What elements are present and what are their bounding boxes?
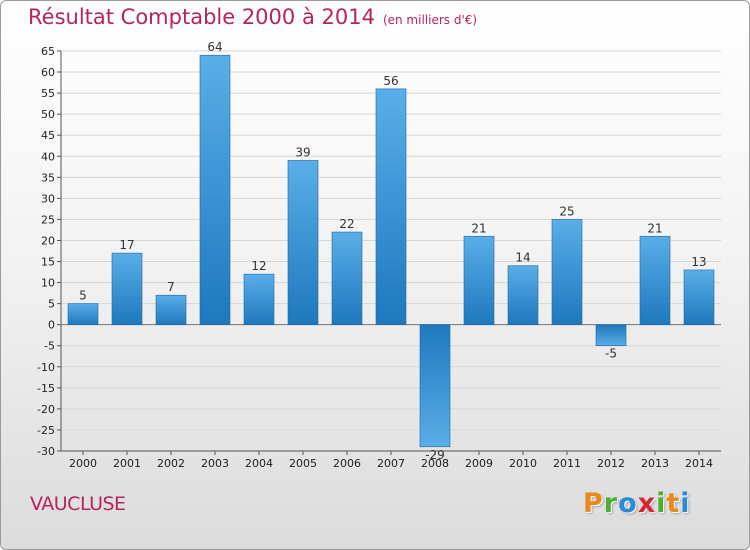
data-label-2000: 5 bbox=[79, 289, 87, 303]
y-tick-label: -30 bbox=[37, 445, 55, 458]
y-tick-label: 25 bbox=[41, 213, 55, 226]
logo-letter: x bbox=[637, 488, 657, 519]
x-tick-label: 2004 bbox=[245, 457, 273, 470]
region-name: VAUCLUSE bbox=[30, 493, 126, 515]
y-tick-label: -5 bbox=[44, 340, 55, 353]
data-label-2008: -29 bbox=[425, 448, 445, 462]
y-tick-label: 65 bbox=[41, 45, 55, 58]
logo-letter: r bbox=[603, 488, 619, 519]
y-tick-label: 15 bbox=[41, 256, 55, 269]
x-tick-label: 2001 bbox=[113, 457, 141, 470]
y-tick-label: 40 bbox=[41, 150, 55, 163]
y-tick-label: 35 bbox=[41, 171, 55, 184]
bar-2006 bbox=[331, 231, 363, 325]
chart-title-text: Résultat Comptable 2000 à 2014 bbox=[28, 5, 375, 29]
bar-2013 bbox=[639, 235, 671, 325]
x-tick-label: 2003 bbox=[201, 457, 229, 470]
x-tick-label: 2006 bbox=[333, 457, 361, 470]
data-labels: 5 17 7 64 12 39 22 56 -29 21 14 25 -5 21 13 bbox=[79, 40, 706, 462]
y-axis-ticks: -30 -25 -20 -15 -10 -5 0 5 10 15 20 25 30 35 40 45 50 55 6… bbox=[37, 45, 61, 458]
bar-2003 bbox=[199, 54, 231, 325]
logo-letter: t bbox=[666, 488, 681, 519]
chart-subtitle: (en milliers d'€) bbox=[382, 13, 478, 27]
bar-2011 bbox=[551, 219, 583, 325]
logo-letter: i bbox=[680, 488, 691, 519]
logo-letter: P bbox=[583, 488, 604, 519]
bar-2012 bbox=[595, 324, 627, 347]
x-tick-label: 2014 bbox=[685, 457, 713, 470]
x-tick-label: 2007 bbox=[377, 457, 405, 470]
y-tick-label: 55 bbox=[41, 87, 55, 100]
bar-2000 bbox=[67, 303, 99, 325]
y-tick-label: 10 bbox=[41, 277, 55, 290]
y-tick-label: -25 bbox=[37, 424, 55, 437]
data-label-2003: 64 bbox=[207, 40, 222, 54]
data-label-2010: 14 bbox=[515, 251, 530, 265]
x-tick-label: 2009 bbox=[465, 457, 493, 470]
data-label-2012: -5 bbox=[605, 347, 617, 361]
data-label-2011: 25 bbox=[559, 204, 574, 218]
y-tick-label: 30 bbox=[41, 192, 55, 205]
y-tick-label: 60 bbox=[41, 66, 55, 79]
bar-2014 bbox=[683, 269, 715, 325]
logo-letter: i bbox=[656, 488, 667, 519]
bar-2010 bbox=[507, 265, 539, 325]
bar-2008 bbox=[419, 324, 451, 448]
data-label-2001: 17 bbox=[119, 238, 134, 252]
x-tick-label: 2011 bbox=[553, 457, 581, 470]
proxiti-logo[interactable]: Proxiti bbox=[583, 488, 691, 519]
x-tick-label: 2005 bbox=[289, 457, 317, 470]
y-tick-label: -20 bbox=[37, 403, 55, 416]
x-tick-label: 2002 bbox=[157, 457, 185, 470]
bar-2001 bbox=[111, 252, 143, 325]
y-tick-label: -10 bbox=[37, 361, 55, 374]
bar-2007 bbox=[375, 88, 407, 325]
data-label-2014: 13 bbox=[691, 255, 706, 269]
x-tick-label: 2000 bbox=[69, 457, 97, 470]
y-tick-label: -15 bbox=[37, 382, 55, 395]
y-tick-label: 50 bbox=[41, 108, 55, 121]
data-label-2007: 56 bbox=[383, 74, 398, 88]
y-tick-label: 45 bbox=[41, 129, 55, 142]
chart-title: Résultat Comptable 2000 à 2014 (en millie… bbox=[28, 5, 477, 29]
x-axis-ticks: 2000 2001 2002 2003 2004 2005 2006 2007 2008 2009… bbox=[69, 451, 713, 470]
y-tick-label: 0 bbox=[48, 319, 55, 332]
bars bbox=[67, 54, 715, 448]
bar-2002 bbox=[155, 294, 187, 325]
logo-letter: o bbox=[618, 488, 638, 519]
data-label-2006: 22 bbox=[339, 217, 354, 231]
bar-2005 bbox=[287, 160, 319, 325]
x-tick-label: 2012 bbox=[597, 457, 625, 470]
y-tick-label: 20 bbox=[41, 234, 55, 247]
bar-2004 bbox=[243, 273, 275, 325]
data-label-2002: 7 bbox=[167, 280, 175, 294]
data-label-2013: 21 bbox=[647, 221, 662, 235]
data-label-2009: 21 bbox=[471, 221, 486, 235]
data-label-2004: 12 bbox=[251, 259, 266, 273]
data-label-2005: 39 bbox=[295, 145, 310, 159]
x-tick-label: 2010 bbox=[509, 457, 537, 470]
bar-2009 bbox=[463, 235, 495, 325]
y-tick-label: 5 bbox=[48, 298, 55, 311]
x-tick-label: 2008 bbox=[421, 457, 449, 470]
x-tick-label: 2013 bbox=[641, 457, 669, 470]
